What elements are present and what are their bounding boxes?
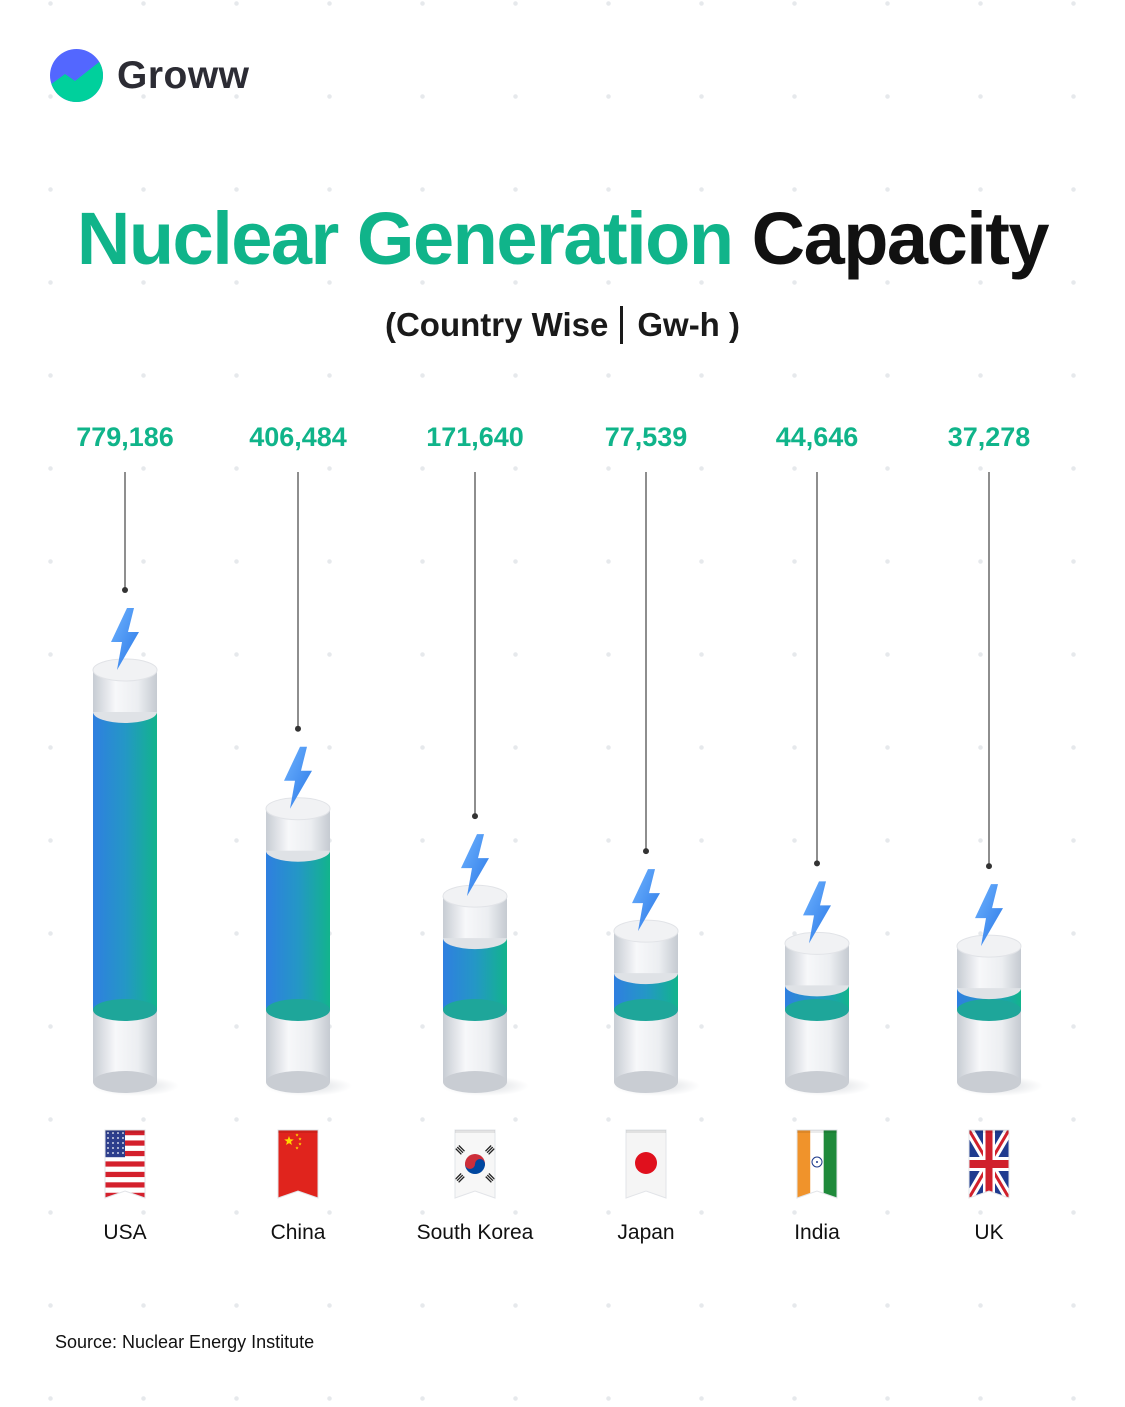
lightning-bolt-icon [111, 608, 139, 670]
bar-base-bottom [443, 1071, 507, 1093]
bar-base-bottom [266, 1071, 330, 1093]
lightning-bolt-icon [632, 869, 660, 932]
usa-flag-icon [104, 1129, 146, 1199]
bar-cap-top [92, 658, 158, 682]
lightning-bolt-icon [284, 746, 312, 809]
leader-dot [122, 587, 128, 593]
bar-base-bottom [614, 1071, 678, 1093]
lightning-bolt-icon [803, 881, 831, 944]
title-accent: Nuclear Generation [76, 197, 734, 280]
bar-value-bottom [614, 999, 678, 1021]
bar-value-china [266, 850, 330, 1010]
tick-label: UK [974, 1221, 1003, 1244]
bar-value-bottom [957, 999, 1021, 1021]
bar-group-usa: 779,186 USA [76, 422, 179, 1244]
bar-value-bottom [443, 999, 507, 1021]
bar-group-japan: 77,539 Japan [605, 422, 700, 1244]
bar-base-bottom [957, 1071, 1021, 1093]
bar-cap-top [956, 934, 1022, 958]
tick-label: China [271, 1221, 326, 1244]
bar-group-south-korea: 171,640 South Korea [417, 422, 534, 1244]
china-flag-icon [277, 1129, 319, 1199]
value-label: 779,186 [76, 422, 174, 452]
subtitle-part1: (Country Wise [384, 306, 609, 343]
brand: Groww [50, 48, 250, 103]
bar-group-uk: 37,278 UK [948, 422, 1043, 1244]
leader-dot [295, 725, 301, 732]
bar-base-bottom [93, 1071, 157, 1093]
tick-label: USA [103, 1221, 146, 1244]
subtitle-part2: Gw-h ) [637, 306, 741, 343]
bar-group-india: 44,646 India [776, 422, 871, 1244]
lightning-bolt-icon [461, 834, 489, 897]
bar-base [614, 1010, 678, 1082]
south-korea-flag-icon [454, 1129, 496, 1199]
bar-cap-top [442, 884, 508, 908]
bar-group-china: 406,484 China [249, 422, 352, 1244]
japan-flag-icon [625, 1129, 667, 1199]
leader-dot [643, 848, 649, 855]
india-flag-icon [796, 1129, 838, 1199]
bar-value-bottom [93, 999, 157, 1021]
bar-value-usa [93, 712, 157, 1010]
bar-value-bottom [785, 999, 849, 1021]
leader-dot [472, 813, 478, 820]
brand-name: Groww [117, 53, 250, 97]
value-label: 37,278 [948, 422, 1031, 452]
tick-label: India [794, 1221, 840, 1244]
tick-label: South Korea [417, 1221, 534, 1244]
subtitle-separator [620, 306, 624, 344]
tick-label: Japan [617, 1221, 674, 1244]
bar-value-south-korea [443, 938, 507, 1010]
page-subtitle: (Country Wise Gw-h ) [0, 306, 1125, 344]
value-label: 406,484 [249, 422, 347, 452]
value-label: 171,640 [426, 422, 524, 452]
page-title: Nuclear Generation Capacity [0, 196, 1125, 281]
bar-base [93, 1010, 157, 1082]
bar-base [785, 1010, 849, 1082]
value-label: 77,539 [605, 422, 688, 452]
bar-cap-top [613, 919, 679, 943]
bar-cap-top [265, 797, 331, 821]
bar-chart: 779,186 USA 406,484 China 171,640 South Korea… [76, 422, 1043, 1244]
groww-logo-icon [50, 49, 103, 102]
leader-dot [986, 863, 992, 870]
source-note: Source: Nuclear Energy Institute [55, 1332, 315, 1352]
uk-flag-icon [968, 1129, 1010, 1199]
bar-base [957, 1010, 1021, 1082]
value-label: 44,646 [776, 422, 859, 452]
bar-base [443, 1010, 507, 1082]
leader-dot [814, 860, 820, 867]
bar-base-bottom [785, 1071, 849, 1093]
bar-value-bottom [266, 999, 330, 1021]
lightning-bolt-icon [975, 884, 1003, 947]
title-dark: Capacity [751, 197, 1050, 280]
bar-cap-top [784, 931, 850, 955]
bar-base [266, 1010, 330, 1082]
